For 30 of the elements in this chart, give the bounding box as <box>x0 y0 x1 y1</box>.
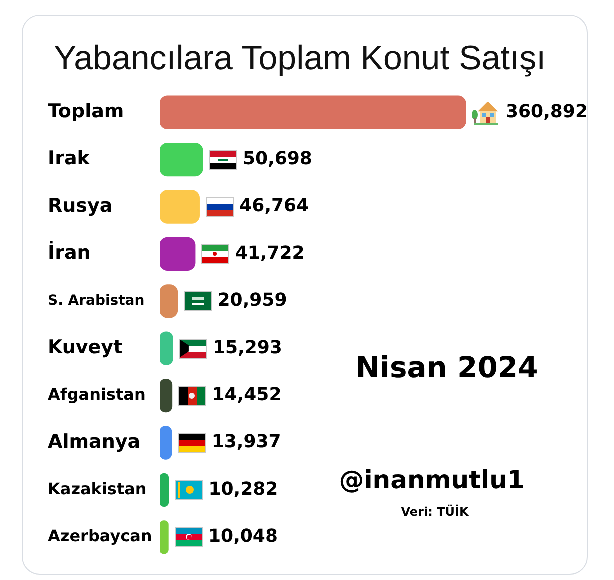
y-tick-label: Irak <box>48 148 90 170</box>
annotation: @inanmutlu1 <box>339 466 525 494</box>
chart-title: Yabancılara Toplam Konut Satışı <box>54 39 546 78</box>
bar <box>160 190 200 224</box>
data-label: 13,937 <box>212 432 282 453</box>
data-label: 41,722 <box>235 242 305 264</box>
y-tick-label: S. Arabistan <box>48 293 145 310</box>
annotation: Veri: TÜİK <box>401 504 470 520</box>
y-tick-label: Afganistan <box>48 384 146 404</box>
annotation: Nisan 2024 <box>356 350 538 385</box>
y-tick-label: Kazakistan <box>48 479 147 498</box>
data-label: 20,959 <box>218 290 288 312</box>
bar <box>160 473 170 508</box>
data-label: 46,764 <box>240 196 310 217</box>
y-tick-label: Rusya <box>48 194 113 217</box>
y-tick-label: Kuveyt <box>48 336 123 359</box>
bar <box>160 142 204 177</box>
data-label: 360,892 <box>506 101 588 122</box>
bar <box>160 96 466 130</box>
y-tick-label: Azerbaycan <box>48 526 152 546</box>
y-tick-label: Almanya <box>48 430 141 453</box>
data-label: 50,698 <box>242 148 312 170</box>
bar <box>160 237 196 272</box>
data-label: 10,048 <box>208 526 278 548</box>
data-label: 14,452 <box>212 384 282 406</box>
data-label: 10,282 <box>208 478 278 500</box>
y-tick-label: İran <box>48 241 91 264</box>
bar <box>160 520 169 554</box>
data-label: 15,293 <box>212 337 282 358</box>
y-tick-label: Toplam <box>48 100 124 123</box>
